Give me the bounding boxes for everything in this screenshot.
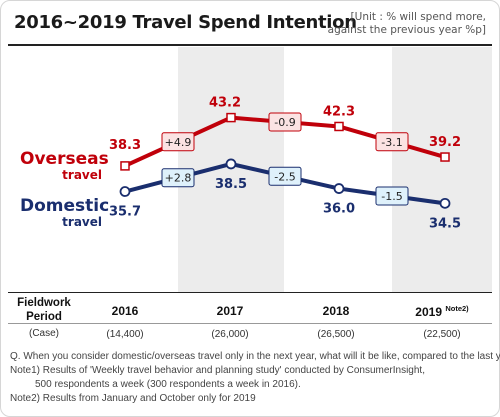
change-box-0-0	[161, 132, 195, 152]
footnote-note2: Note2) Results from January and October …	[10, 393, 256, 404]
point-1-3	[439, 197, 451, 209]
case-2016: (14,400)	[106, 329, 144, 340]
point-0-0	[120, 161, 130, 171]
fieldwork-header-line2: Period	[26, 311, 62, 323]
year-2019: 2019 Note2)	[392, 304, 492, 319]
case-2018: (26,500)	[317, 329, 355, 340]
fieldwork-header: Fieldwork Period	[8, 296, 80, 324]
change-box-1-1	[268, 166, 302, 186]
value-label-0-2: 42.3	[323, 104, 355, 119]
year-2019-label: 2019	[415, 305, 442, 319]
footnote-note1-line1: Note1) Results of 'Weekly travel behavio…	[10, 365, 425, 376]
change-label-1-1: -2.5	[274, 170, 295, 183]
change-box-0-1	[268, 112, 302, 132]
year-2017: 2017	[216, 304, 244, 318]
title-divider	[8, 44, 492, 46]
legend-domestic: Domestic travel	[20, 196, 110, 229]
legend-overseas-line2: travel	[62, 167, 102, 182]
legend-overseas-line1: Overseas	[20, 149, 109, 169]
point-1-0	[119, 186, 131, 197]
value-label-1-2: 36.0	[323, 202, 355, 217]
legend-domestic-line2: travel	[62, 214, 102, 229]
footnote-note1-line2: 500 respondents a week (300 respondents …	[35, 379, 301, 390]
year-2019-note: Note2)	[445, 304, 469, 313]
value-label-0-0: 38.3	[109, 138, 141, 153]
point-0-1	[226, 112, 236, 123]
unit-note: [Unit : % will spend more, against the p…	[286, 11, 486, 37]
unit-note-line1: [Unit : % will spend more,	[350, 11, 486, 23]
value-label-0-1: 43.2	[209, 96, 241, 111]
point-1-1	[225, 158, 237, 170]
change-box-0-2	[375, 132, 409, 152]
legend-domestic-line1: Domestic	[20, 196, 110, 216]
footnote-question: Q. When you consider domestic/overseas t…	[10, 351, 500, 362]
point-0-2	[334, 121, 344, 132]
year-2018: 2018	[322, 304, 350, 318]
change-box-1-2	[375, 186, 409, 206]
value-label-0-3: 39.2	[429, 135, 461, 150]
change-label-1-0: +2.8	[165, 172, 192, 185]
shade-2017	[178, 47, 284, 292]
unit-note-line2: against the previous year %p]	[327, 24, 486, 36]
case-2019: (22,500)	[423, 329, 461, 340]
fieldwork-header-line1: Fieldwork	[17, 297, 71, 309]
change-label-1-2: -1.5	[381, 190, 402, 203]
case-header: (Case)	[28, 328, 59, 339]
year-2016: 2016	[111, 304, 139, 318]
table-top-line	[8, 292, 492, 293]
chart-title: 2016~2019 Travel Spend Intention	[14, 12, 357, 33]
change-label-0-1: -0.9	[274, 116, 295, 129]
value-label-1-0: 35.7	[109, 205, 141, 220]
case-2017: (26,000)	[211, 329, 249, 340]
change-label-0-0: +4.9	[165, 136, 192, 149]
shade-2019	[392, 47, 492, 292]
point-0-3	[440, 152, 450, 162]
point-1-2	[333, 183, 345, 194]
value-label-1-1: 38.5	[215, 177, 247, 192]
legend-overseas: Overseas travel	[20, 149, 109, 182]
change-box-1-0	[161, 168, 195, 188]
table-mid-line	[8, 323, 492, 324]
value-label-1-3: 34.5	[429, 216, 461, 231]
change-label-0-2: -3.1	[381, 136, 402, 149]
